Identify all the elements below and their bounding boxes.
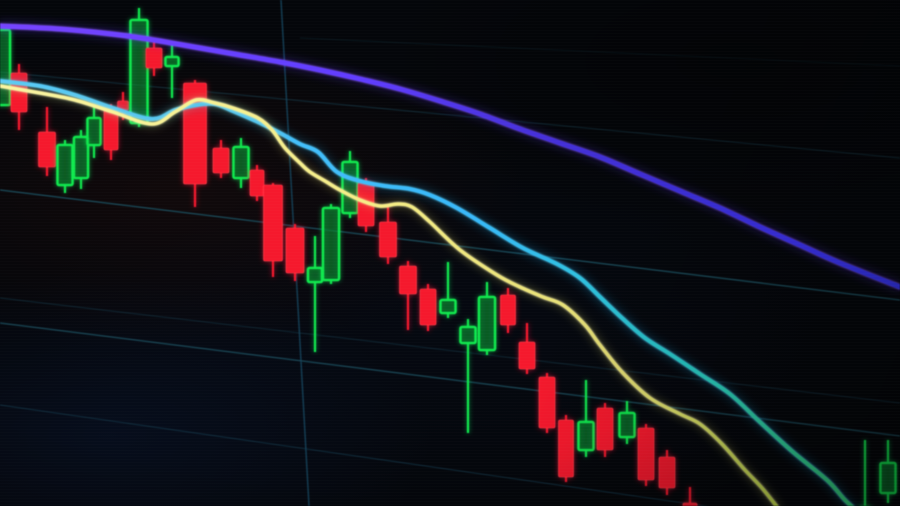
candle-bullish xyxy=(859,440,871,506)
candle-body xyxy=(459,325,477,345)
candle-body xyxy=(577,420,595,452)
candle-body xyxy=(618,411,636,439)
candle-bullish xyxy=(86,106,102,158)
candle-body xyxy=(263,184,283,262)
candle-bullish xyxy=(232,138,250,188)
candle-bullish xyxy=(477,282,497,355)
candle-body xyxy=(321,206,341,282)
candle-bearish xyxy=(379,206,397,264)
candle-bearish xyxy=(399,261,417,330)
candle-bearish xyxy=(285,224,305,281)
candles-layer xyxy=(0,8,897,506)
candle-body xyxy=(399,265,417,295)
candle-body xyxy=(10,72,28,113)
candle-body xyxy=(249,169,265,197)
candle-bearish xyxy=(500,288,516,333)
candle-body xyxy=(500,294,516,326)
candle-bullish xyxy=(341,151,359,218)
candle-body xyxy=(56,143,74,187)
candle-bullish xyxy=(56,140,74,193)
candle-bullish xyxy=(0,28,12,107)
candle-body xyxy=(477,295,497,352)
candle-bullish xyxy=(439,262,457,318)
candle-body xyxy=(379,221,397,258)
candle-bearish xyxy=(682,487,698,506)
candle-bearish xyxy=(419,284,437,331)
candle-body xyxy=(38,131,56,168)
candle-body xyxy=(879,461,897,495)
candle-bearish xyxy=(637,424,655,486)
candle-body xyxy=(341,160,359,215)
candle-bullish xyxy=(618,401,636,444)
candle-body xyxy=(596,407,614,451)
candle-body xyxy=(0,28,12,107)
candle-bullish xyxy=(72,130,90,189)
candle-body xyxy=(306,266,324,284)
gridline-diagonal xyxy=(299,37,900,67)
candle-bullish xyxy=(164,44,180,98)
candle-bearish xyxy=(10,64,28,130)
candle-body xyxy=(558,419,574,478)
candle-bullish xyxy=(129,8,149,127)
candle-body xyxy=(72,135,90,180)
candle-body xyxy=(86,116,102,147)
candle-body xyxy=(658,456,676,489)
candle-bullish xyxy=(879,440,897,503)
candle-body xyxy=(518,341,536,370)
candle-bearish xyxy=(249,165,265,201)
candle-body xyxy=(145,47,163,69)
candle-body xyxy=(103,109,119,151)
candle-bearish xyxy=(518,323,536,374)
candle-body xyxy=(637,427,655,481)
candle-bearish xyxy=(263,183,283,277)
candle-bearish xyxy=(596,403,614,457)
candle-bullish xyxy=(321,204,341,284)
candle-body xyxy=(439,298,457,315)
candle-bearish xyxy=(212,140,230,178)
candle-bearish xyxy=(658,450,676,495)
candle-bearish xyxy=(558,415,574,482)
candle-body xyxy=(538,376,556,429)
candle-body xyxy=(419,288,437,326)
candle-bullish xyxy=(577,380,595,457)
candle-body xyxy=(285,227,305,274)
candle-body xyxy=(164,55,180,68)
candle-bearish xyxy=(38,107,56,176)
candle-bullish xyxy=(459,319,477,433)
candle-body xyxy=(232,145,250,180)
candle-bearish xyxy=(538,373,556,433)
gridline-diagonal xyxy=(0,322,900,437)
candle-body xyxy=(212,147,230,174)
candle-body xyxy=(183,82,207,185)
